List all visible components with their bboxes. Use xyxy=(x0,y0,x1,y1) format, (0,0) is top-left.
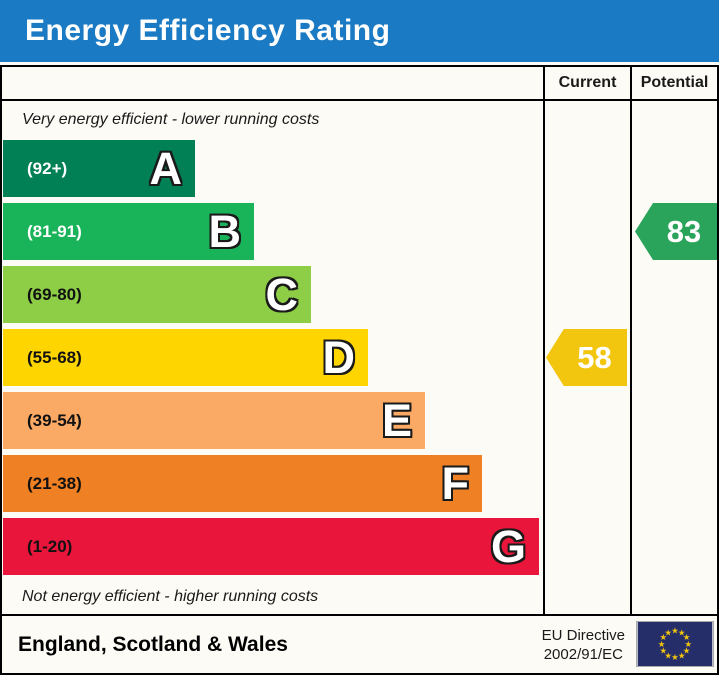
footer: England, Scotland & Wales EU Directive 2… xyxy=(0,614,719,675)
rating-table: Current Potential Very energy efficient … xyxy=(0,65,719,616)
band-b-letter: B xyxy=(208,206,242,257)
note-not-efficient: Not energy efficient - higher running co… xyxy=(22,588,319,605)
title-bar: Energy Efficiency Rating xyxy=(0,0,719,62)
eu-flag-icon: ★ ★ ★ ★ ★ ★ ★ ★ ★ ★ ★ ★ xyxy=(636,621,714,667)
current-rating-value: 58 xyxy=(577,339,612,375)
band-g-bar: (1-20) G xyxy=(3,518,539,575)
svg-text:★: ★ xyxy=(658,639,666,649)
eu-directive-label: EU Directive 2002/91/EC xyxy=(542,626,625,664)
band-f-letter: F xyxy=(441,458,470,509)
eu-directive-line1: EU Directive xyxy=(541,626,625,644)
note-very-efficient: Very energy efficient - lower running co… xyxy=(22,111,320,128)
page-title: Energy Efficiency Rating xyxy=(25,14,391,47)
svg-text:★: ★ xyxy=(671,652,679,662)
column-header-current: Current xyxy=(558,74,617,91)
band-f-range: (21-38) xyxy=(27,473,82,493)
band-row: (39-54) E xyxy=(3,392,539,449)
band-a-bar: (92+) A xyxy=(3,140,195,197)
svg-text:★: ★ xyxy=(671,625,679,635)
eu-directive-line2: 2002/91/EC xyxy=(543,645,623,663)
svg-text:★: ★ xyxy=(660,632,668,642)
header-divider xyxy=(2,99,717,101)
band-e-letter: E xyxy=(381,395,412,446)
band-c-bar: (69-80) C xyxy=(3,266,311,323)
column-header-potential: Potential xyxy=(640,74,709,91)
svg-text:★: ★ xyxy=(660,646,668,656)
svg-text:★: ★ xyxy=(664,627,672,637)
band-g-range: (1-20) xyxy=(27,536,73,556)
band-row: (92+) A xyxy=(3,140,539,197)
svg-text:★: ★ xyxy=(678,650,686,660)
svg-text:★: ★ xyxy=(685,639,693,649)
rating-bands: (92+) A (81-91) B (69-80) C (55-68) xyxy=(3,140,539,581)
band-row: (69-80) C xyxy=(3,266,539,323)
band-row: (1-20) G xyxy=(3,518,539,575)
potential-rating-arrow: 83 xyxy=(635,203,717,260)
band-c-range: (69-80) xyxy=(27,284,82,304)
svg-text:★: ★ xyxy=(678,627,686,637)
svg-text:★: ★ xyxy=(683,632,691,642)
band-g-letter: G xyxy=(490,521,526,572)
band-b-range: (81-91) xyxy=(27,221,82,241)
svg-text:★: ★ xyxy=(664,650,672,660)
band-e-bar: (39-54) E xyxy=(3,392,425,449)
band-row: (81-91) B xyxy=(3,203,539,260)
band-c-letter: C xyxy=(265,269,299,320)
current-rating-arrow: 58 xyxy=(546,329,627,386)
band-d-range: (55-68) xyxy=(27,347,82,367)
region-label: England, Scotland & Wales xyxy=(18,632,288,656)
band-d-letter: D xyxy=(322,332,356,383)
potential-rating-value: 83 xyxy=(666,213,702,249)
band-d-bar: (55-68) D xyxy=(3,329,368,386)
band-b-bar: (81-91) B xyxy=(3,203,254,260)
column-divider-current xyxy=(543,67,545,614)
band-row: (21-38) F xyxy=(3,455,539,512)
band-f-bar: (21-38) F xyxy=(3,455,482,512)
band-a-letter: A xyxy=(149,143,183,194)
band-e-range: (39-54) xyxy=(27,410,82,430)
band-a-range: (92+) xyxy=(27,158,68,178)
svg-text:★: ★ xyxy=(683,646,691,656)
band-row: (55-68) D xyxy=(3,329,539,386)
column-divider-potential xyxy=(630,67,632,614)
